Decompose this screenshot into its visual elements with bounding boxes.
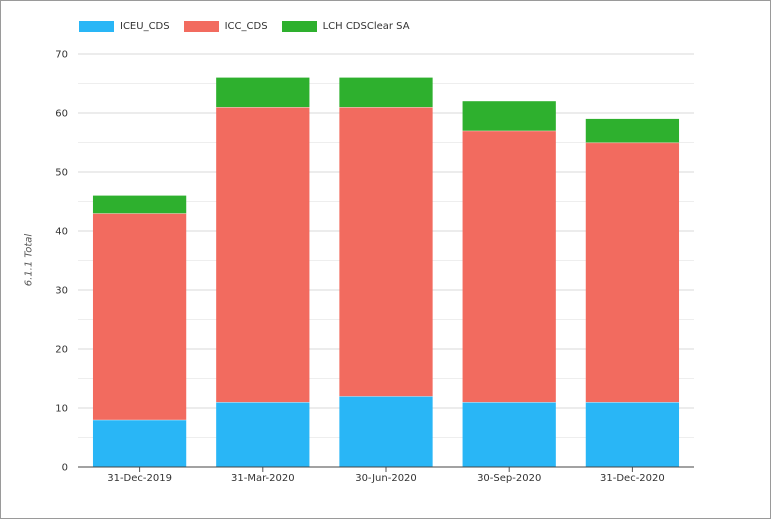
x-tick-label: 31-Mar-2020 <box>231 473 295 484</box>
x-tick-label: 31-Dec-2020 <box>600 473 665 484</box>
legend-swatch-icc-cds <box>183 21 219 32</box>
bar-icc-cds-3[interactable] <box>462 130 556 403</box>
bar-iceu-cds-1[interactable] <box>216 402 310 467</box>
bar-icc-cds-2[interactable] <box>339 107 433 397</box>
bar-iceu-cds-4[interactable] <box>585 402 680 467</box>
bar-iceu-cds-0[interactable] <box>92 419 187 467</box>
legend-label-icc-cds: ICC_CDS <box>224 21 268 32</box>
y-tick-label: 30 <box>55 286 68 297</box>
bar-icc-cds-1[interactable] <box>216 107 310 403</box>
x-tick-label: 30-Sep-2020 <box>477 473 541 484</box>
y-tick-label: 10 <box>55 404 68 415</box>
y-tick-label: 0 <box>62 463 68 474</box>
x-tick-label: 31-Dec-2019 <box>107 473 172 484</box>
legend-item-icc-cds[interactable]: ICC_CDS <box>183 21 268 32</box>
bar-iceu-cds-2[interactable] <box>339 396 433 467</box>
bar-lch-cdsclear-sa-1[interactable] <box>216 77 310 108</box>
y-tick-label: 70 <box>55 50 68 61</box>
bar-iceu-cds-3[interactable] <box>462 402 556 467</box>
bar-icc-cds-0[interactable] <box>92 213 187 420</box>
bar-lch-cdsclear-sa-3[interactable] <box>462 101 556 131</box>
y-tick-label: 50 <box>55 168 68 179</box>
bar-lch-cdsclear-sa-4[interactable] <box>585 118 680 143</box>
bar-lch-cdsclear-sa-0[interactable] <box>92 195 187 214</box>
y-tick-label: 40 <box>55 227 68 238</box>
y-tick-label: 60 <box>55 109 68 120</box>
legend-label-iceu-cds: ICEU_CDS <box>120 21 170 32</box>
legend-swatch-iceu-cds <box>79 21 114 32</box>
legend-item-lch-cdsclear-sa[interactable]: LCH CDSClear SA <box>281 21 410 32</box>
x-tick-label: 30-Jun-2020 <box>355 473 417 484</box>
legend-item-iceu-cds[interactable]: ICEU_CDS <box>79 21 170 32</box>
legend-swatch-lch-cdsclear-sa <box>281 21 317 32</box>
legend: ICEU_CDS ICC_CDS LCH CDSClear SA <box>79 21 424 32</box>
bar-lch-cdsclear-sa-2[interactable] <box>339 77 433 108</box>
bar-icc-cds-4[interactable] <box>585 142 680 403</box>
legend-label-lch-cdsclear-sa: LCH CDSClear SA <box>322 21 410 32</box>
y-tick-label: 20 <box>55 345 68 356</box>
